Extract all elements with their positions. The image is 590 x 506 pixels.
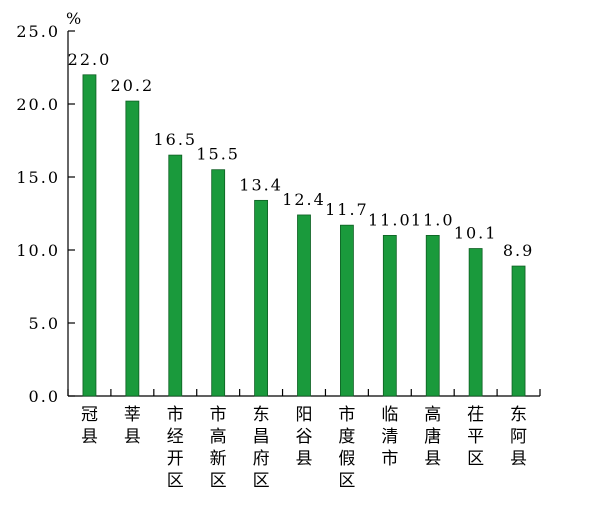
bar <box>382 234 397 397</box>
category-label: 市度假区 <box>338 405 355 491</box>
category-label: 东阿县 <box>510 405 527 469</box>
bar <box>168 154 183 397</box>
y-axis: 0.0 5.0 10.0 15.0 20.0 25.0 <box>16 22 75 406</box>
data-label: 11.0 <box>368 210 412 229</box>
y-tick-label: 20.0 <box>16 95 60 114</box>
data-label: 13.4 <box>239 175 283 194</box>
category-label: 东昌府区 <box>253 405 270 491</box>
data-label: 15.5 <box>196 145 240 164</box>
category-label: 市高新区 <box>210 405 227 491</box>
bar <box>425 234 440 397</box>
data-label: 11.0 <box>411 210 455 229</box>
y-tick-label: 15.0 <box>16 168 60 187</box>
bar <box>468 248 483 397</box>
bar <box>297 214 311 397</box>
data-labels: 22.020.216.515.513.412.411.711.0 11.010.1… <box>68 50 534 260</box>
category-label: 高唐县 <box>424 405 441 469</box>
y-tick-label: 25.0 <box>16 22 60 41</box>
data-label: 10.1 <box>454 224 498 243</box>
data-label: 22.0 <box>68 50 112 69</box>
y-tick-label: 10.0 <box>16 241 60 260</box>
y-tick-label: 0.0 <box>29 387 60 406</box>
category-label: 茌平区 <box>467 405 484 469</box>
bar <box>511 265 526 397</box>
bar <box>125 100 140 397</box>
y-tick-label: 5.0 <box>29 314 60 333</box>
bars <box>82 74 526 397</box>
bar <box>340 224 354 397</box>
bar <box>82 74 97 397</box>
data-label: 12.4 <box>282 190 326 209</box>
y-unit-label: % <box>66 9 81 28</box>
bar <box>254 199 268 397</box>
bar <box>211 169 226 397</box>
category-label: 临清市 <box>381 405 398 469</box>
category-label: 莘县 <box>124 405 141 447</box>
category-label: 阳谷县 <box>296 405 313 469</box>
data-label: 16.5 <box>153 130 197 149</box>
data-label: 11.7 <box>325 200 369 219</box>
data-label: 20.2 <box>111 76 155 95</box>
data-label: 8.9 <box>503 241 534 260</box>
category-label: 冠县 <box>81 405 98 447</box>
category-label: 市经开区 <box>167 405 184 491</box>
